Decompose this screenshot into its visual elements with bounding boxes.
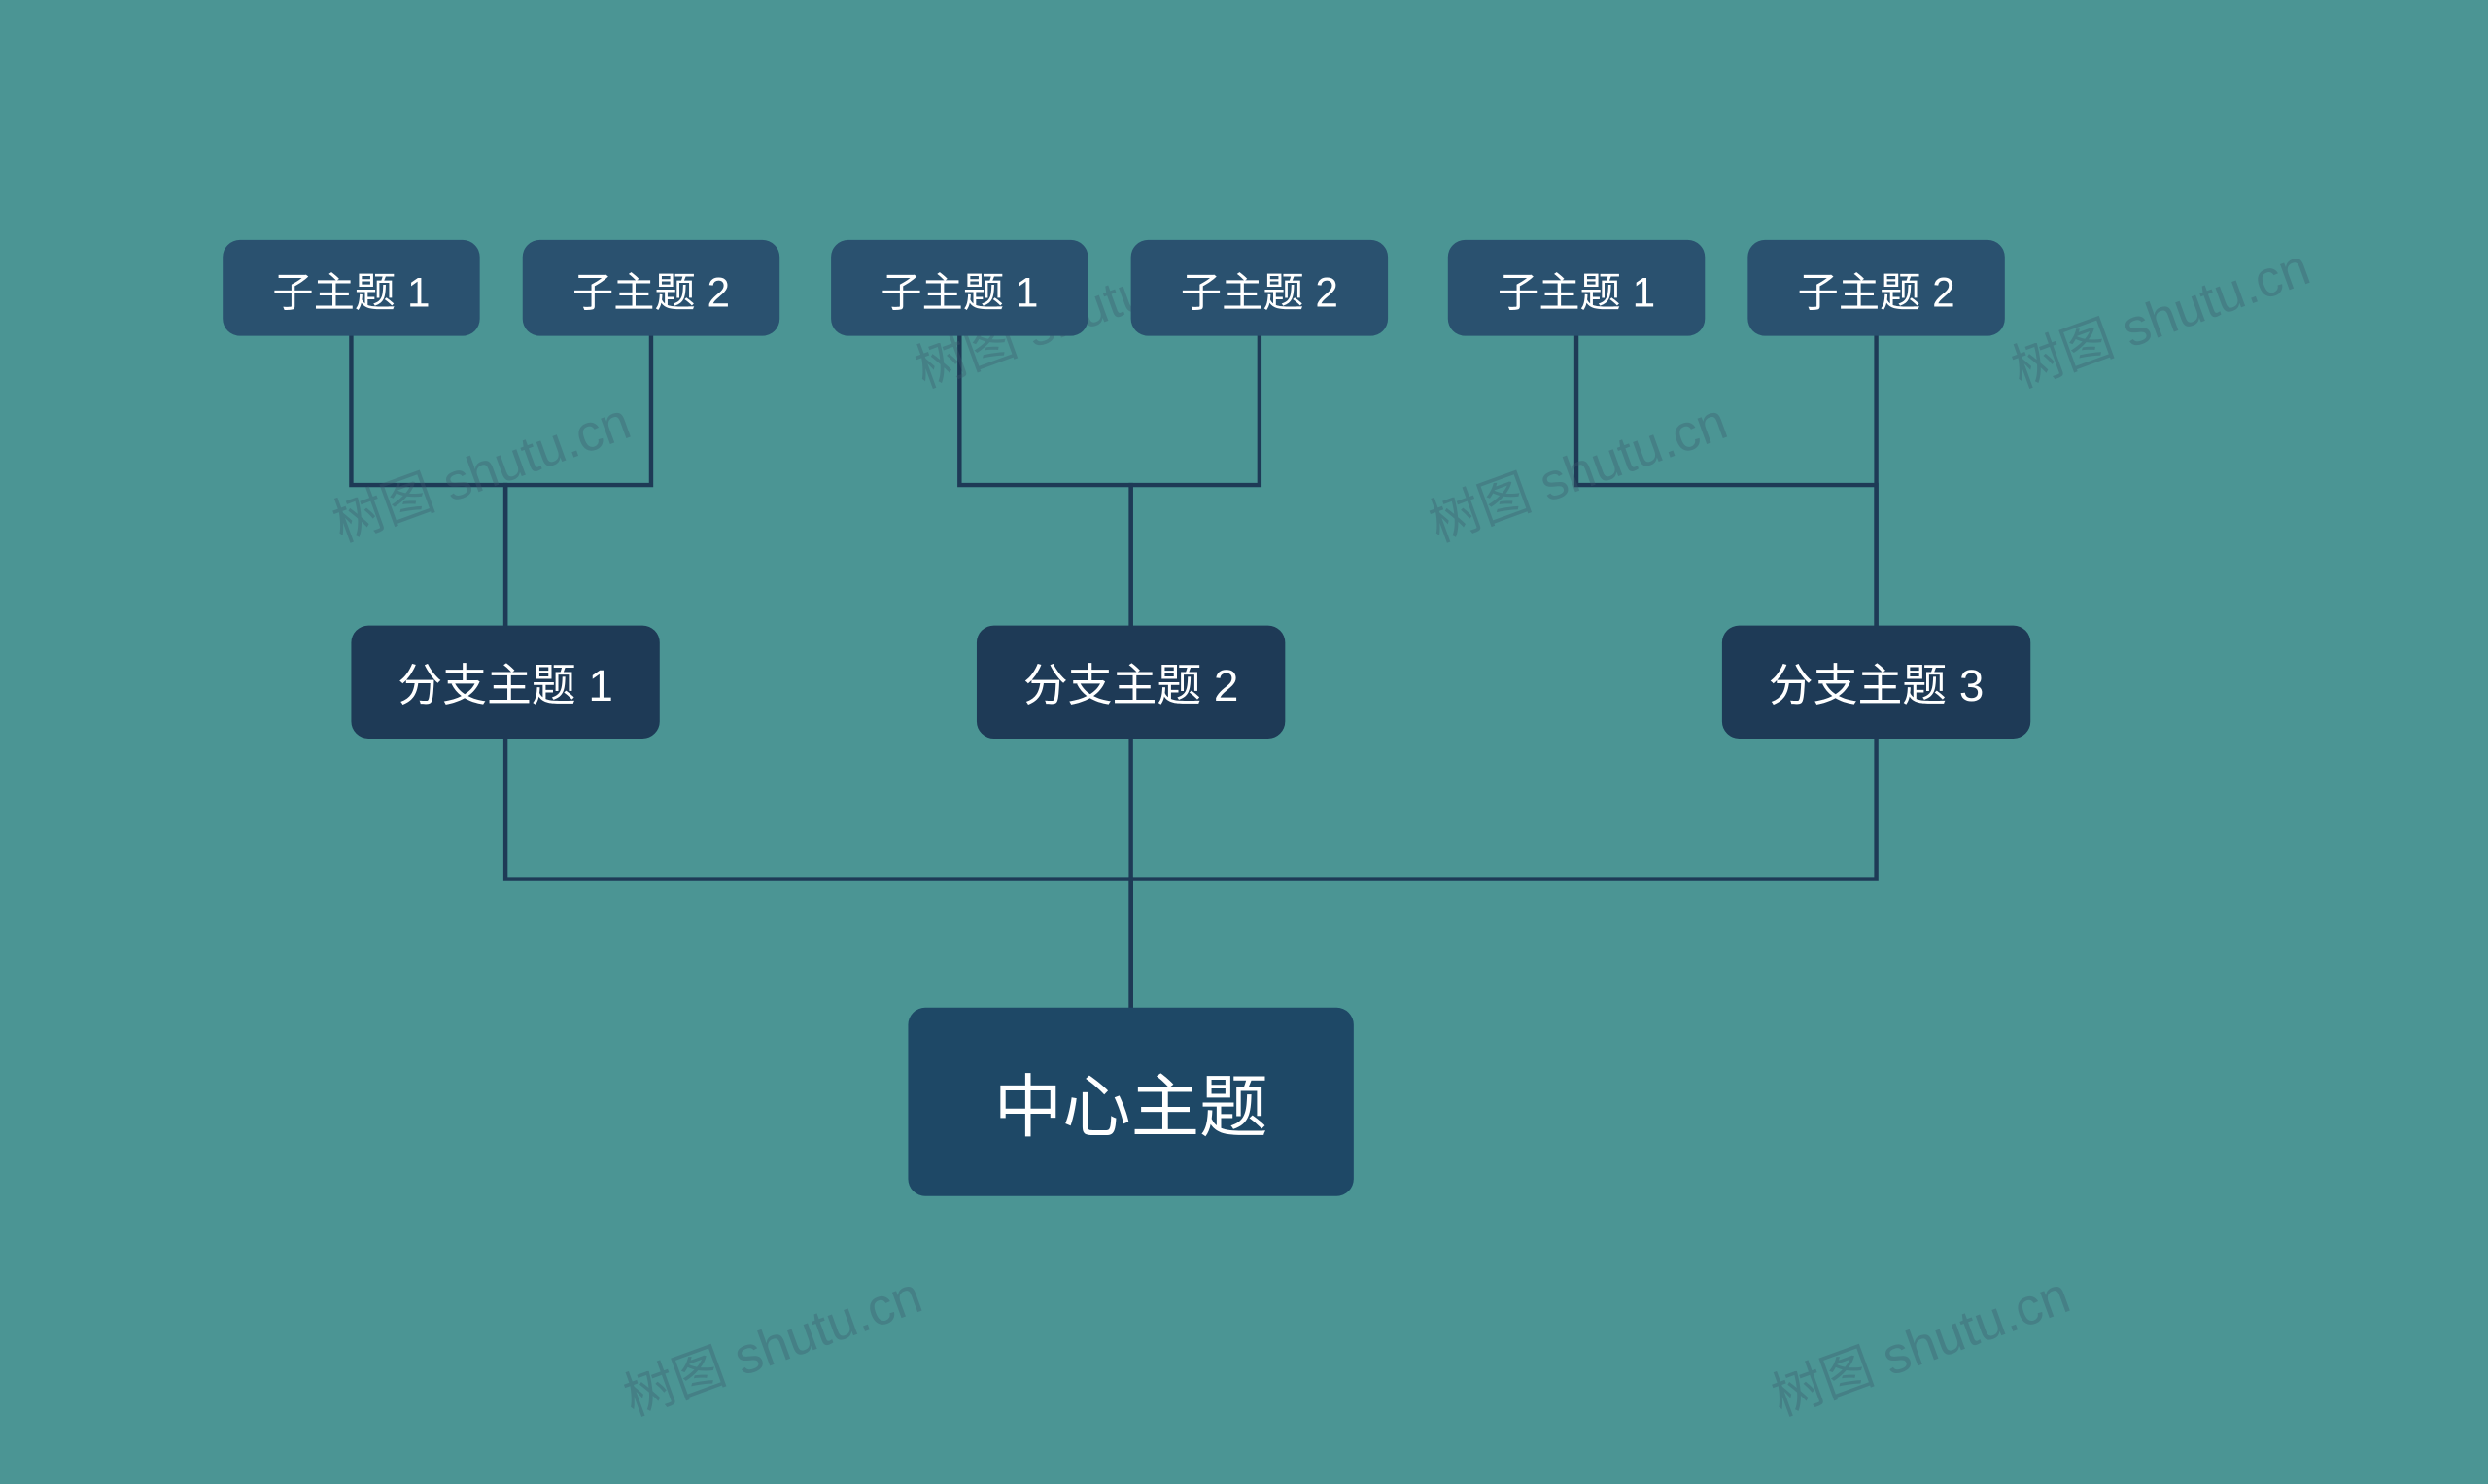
- edge-layer: [0, 22, 2488, 1462]
- edge: [351, 336, 505, 626]
- leaf-node[interactable]: 子主题 2: [523, 240, 779, 336]
- edge: [1131, 336, 1260, 626]
- node-label: 子主题 1: [881, 258, 1038, 318]
- root-node[interactable]: 中心主题: [908, 1008, 1353, 1196]
- leaf-node[interactable]: 子主题 2: [1747, 240, 2004, 336]
- mindmap-canvas: 树图 shutu.cn树图 shutu.cn树图 shutu.cn树图 shut…: [0, 22, 2488, 1462]
- node-label: 分支主题 2: [1023, 650, 1239, 713]
- edge: [1131, 739, 1877, 1008]
- leaf-node[interactable]: 子主题 1: [1448, 240, 1705, 336]
- leaf-node[interactable]: 子主题 1: [831, 240, 1088, 336]
- edge: [1576, 336, 1877, 626]
- node-label: 子主题 2: [572, 258, 730, 318]
- node-label: 分支主题 1: [397, 650, 613, 713]
- edge: [959, 336, 1130, 626]
- node-label: 中心主题: [994, 1053, 1268, 1152]
- node-label: 子主题 2: [1181, 258, 1338, 318]
- node-label: 子主题 1: [1498, 258, 1655, 318]
- branch-node[interactable]: 分支主题 1: [351, 626, 659, 739]
- leaf-node[interactable]: 子主题 2: [1131, 240, 1388, 336]
- node-label: 子主题 1: [272, 258, 430, 318]
- node-label: 子主题 2: [1797, 258, 1954, 318]
- branch-node[interactable]: 分支主题 3: [1722, 626, 2030, 739]
- branch-node[interactable]: 分支主题 2: [977, 626, 1285, 739]
- node-label: 分支主题 3: [1769, 650, 1985, 713]
- edge: [505, 336, 651, 626]
- leaf-node[interactable]: 子主题 1: [223, 240, 479, 336]
- edge: [505, 739, 1131, 1008]
